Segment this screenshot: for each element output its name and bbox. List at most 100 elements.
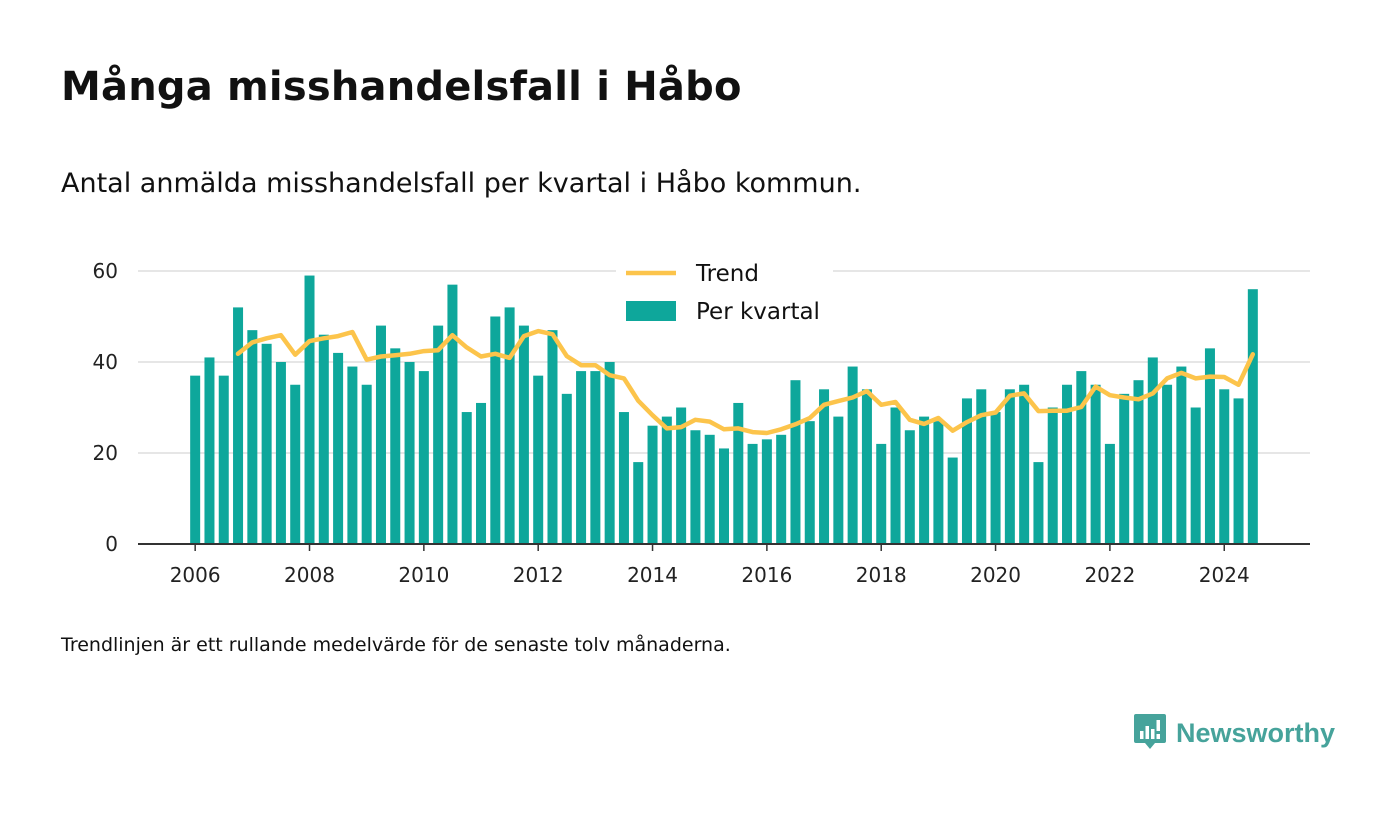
bar: [633, 462, 644, 544]
legend: Trend Per kvartal: [616, 256, 833, 332]
bar: [1004, 389, 1015, 544]
bar: [533, 375, 544, 544]
bar: [1133, 380, 1144, 544]
bar: [461, 412, 472, 544]
bar: [375, 325, 386, 544]
bar: [518, 325, 529, 544]
bar: [490, 316, 501, 544]
bar: [1162, 384, 1173, 544]
bar: [947, 457, 958, 544]
bar: [1204, 348, 1215, 544]
bar: [418, 371, 429, 544]
bar: [1247, 289, 1258, 544]
bar: [504, 307, 515, 544]
bar: [190, 375, 201, 544]
bar: [318, 334, 329, 544]
chart-subtitle: Antal anmälda misshandelsfall per kvarta…: [61, 168, 862, 199]
x-tick-label: 2012: [513, 563, 564, 587]
bar: [233, 307, 244, 544]
bar: [990, 412, 1001, 544]
newsworthy-logo-icon: [1134, 714, 1166, 749]
bar: [1119, 393, 1130, 544]
bar: [218, 375, 229, 544]
bar: [476, 402, 487, 544]
bar: [204, 357, 215, 544]
bar: [1104, 443, 1115, 544]
bar: [733, 402, 744, 544]
bar: [890, 407, 901, 544]
bar: [304, 275, 315, 544]
bar: [904, 430, 915, 544]
y-tick-label: 20: [93, 441, 118, 465]
bar: [661, 416, 672, 544]
bar: [847, 366, 858, 544]
legend-bar-swatch: [626, 301, 676, 321]
bar: [447, 284, 458, 544]
bar: [604, 362, 615, 544]
bar: [347, 366, 358, 544]
bar: [1233, 398, 1244, 544]
bar: [547, 330, 558, 544]
bar: [933, 421, 944, 544]
bar: [819, 389, 830, 544]
bar: [1090, 384, 1101, 544]
bar: [690, 430, 701, 544]
legend-bar-label: Per kvartal: [696, 299, 820, 325]
bar: [790, 380, 801, 544]
bar: [247, 330, 258, 544]
bar: [333, 352, 344, 544]
bar: [833, 416, 844, 544]
bar: [390, 348, 401, 544]
y-tick-label: 0: [105, 532, 118, 556]
bar: [1047, 407, 1058, 544]
bar: [1190, 407, 1201, 544]
x-tick-label: 2006: [170, 563, 221, 587]
x-tick-label: 2014: [627, 563, 678, 587]
bar: [676, 407, 687, 544]
bar: [1219, 389, 1230, 544]
legend-trend-label: Trend: [695, 261, 759, 287]
bar: [576, 371, 587, 544]
x-tick-label: 2008: [284, 563, 335, 587]
brand-name: Newsworthy: [1176, 717, 1336, 748]
y-tick-label: 60: [93, 259, 118, 283]
bar: [275, 362, 286, 544]
bar: [647, 425, 658, 544]
bar: [361, 384, 372, 544]
y-tick-label: 40: [93, 350, 118, 374]
x-tick-label: 2022: [1084, 563, 1135, 587]
bar: [1019, 384, 1030, 544]
bar: [804, 421, 815, 544]
x-tick-label: 2018: [856, 563, 907, 587]
bar: [404, 362, 415, 544]
x-tick-label: 2024: [1199, 563, 1250, 587]
x-tick-label: 2016: [741, 563, 792, 587]
brand: Newsworthy: [1133, 712, 1335, 754]
bar: [1033, 462, 1044, 544]
trend-line: [235, 328, 1256, 436]
bar: [1062, 384, 1073, 544]
bar: [433, 325, 444, 544]
chart-plot: 0 20 40 60 2006 2008 2010 2012 2014 2016 2018 2020 2…: [93, 256, 1310, 587]
bar: [761, 439, 772, 544]
x-tick-label: 2010: [398, 563, 449, 587]
bar: [261, 343, 272, 544]
bar: [961, 398, 972, 544]
bar: [561, 393, 572, 544]
bar: [747, 443, 758, 544]
bar-series: [190, 275, 1258, 544]
bar: [1076, 371, 1087, 544]
bar: [704, 434, 715, 544]
bar: [919, 416, 930, 544]
chart-title: Många misshandelsfall i Håbo: [61, 64, 742, 110]
bar: [718, 448, 730, 544]
bar: [590, 371, 601, 544]
axes: 0 20 40 60 2006 2008 2010 2012 2014 2016 2018 2020 2…: [93, 259, 1310, 587]
trend-series: [235, 328, 1256, 436]
bar: [861, 389, 872, 544]
bar: [876, 443, 887, 544]
bar: [290, 384, 301, 544]
bar: [1176, 366, 1187, 544]
bar: [1147, 357, 1158, 544]
bar: [618, 412, 629, 544]
